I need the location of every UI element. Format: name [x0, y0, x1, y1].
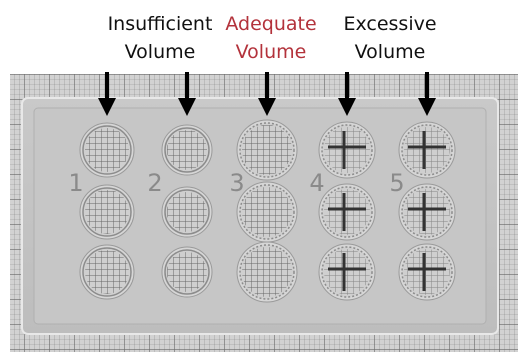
well-grid [167, 192, 207, 232]
well-grid [324, 127, 370, 173]
well-grid [324, 189, 370, 235]
well-grid [242, 187, 292, 237]
well-grid [167, 130, 207, 170]
well-number: 5 [389, 169, 404, 197]
label-line: Excessive [343, 13, 436, 35]
well-grid [85, 128, 129, 172]
well-number: 4 [309, 169, 324, 197]
well-number: 2 [147, 169, 162, 197]
well-number: 3 [229, 169, 244, 197]
well-number: 1 [68, 169, 83, 197]
figure: Insufficient Volume Adequate Volume Exce… [0, 0, 518, 352]
well-grid [85, 190, 129, 234]
well-grid [85, 250, 129, 294]
well-grid [167, 252, 207, 292]
well-grid [404, 127, 450, 173]
well-grid [404, 189, 450, 235]
well-grid [242, 247, 292, 297]
well-grid [404, 249, 450, 295]
well-grid [242, 125, 292, 175]
label-line: Volume [236, 41, 307, 63]
label-line: Volume [355, 41, 426, 63]
page: Insufficient Volume Adequate Volume Exce… [0, 0, 518, 352]
label-line: Insufficient [108, 13, 213, 35]
label-line: Adequate [225, 13, 316, 35]
well-grid [324, 249, 370, 295]
label-line: Volume [125, 41, 196, 63]
